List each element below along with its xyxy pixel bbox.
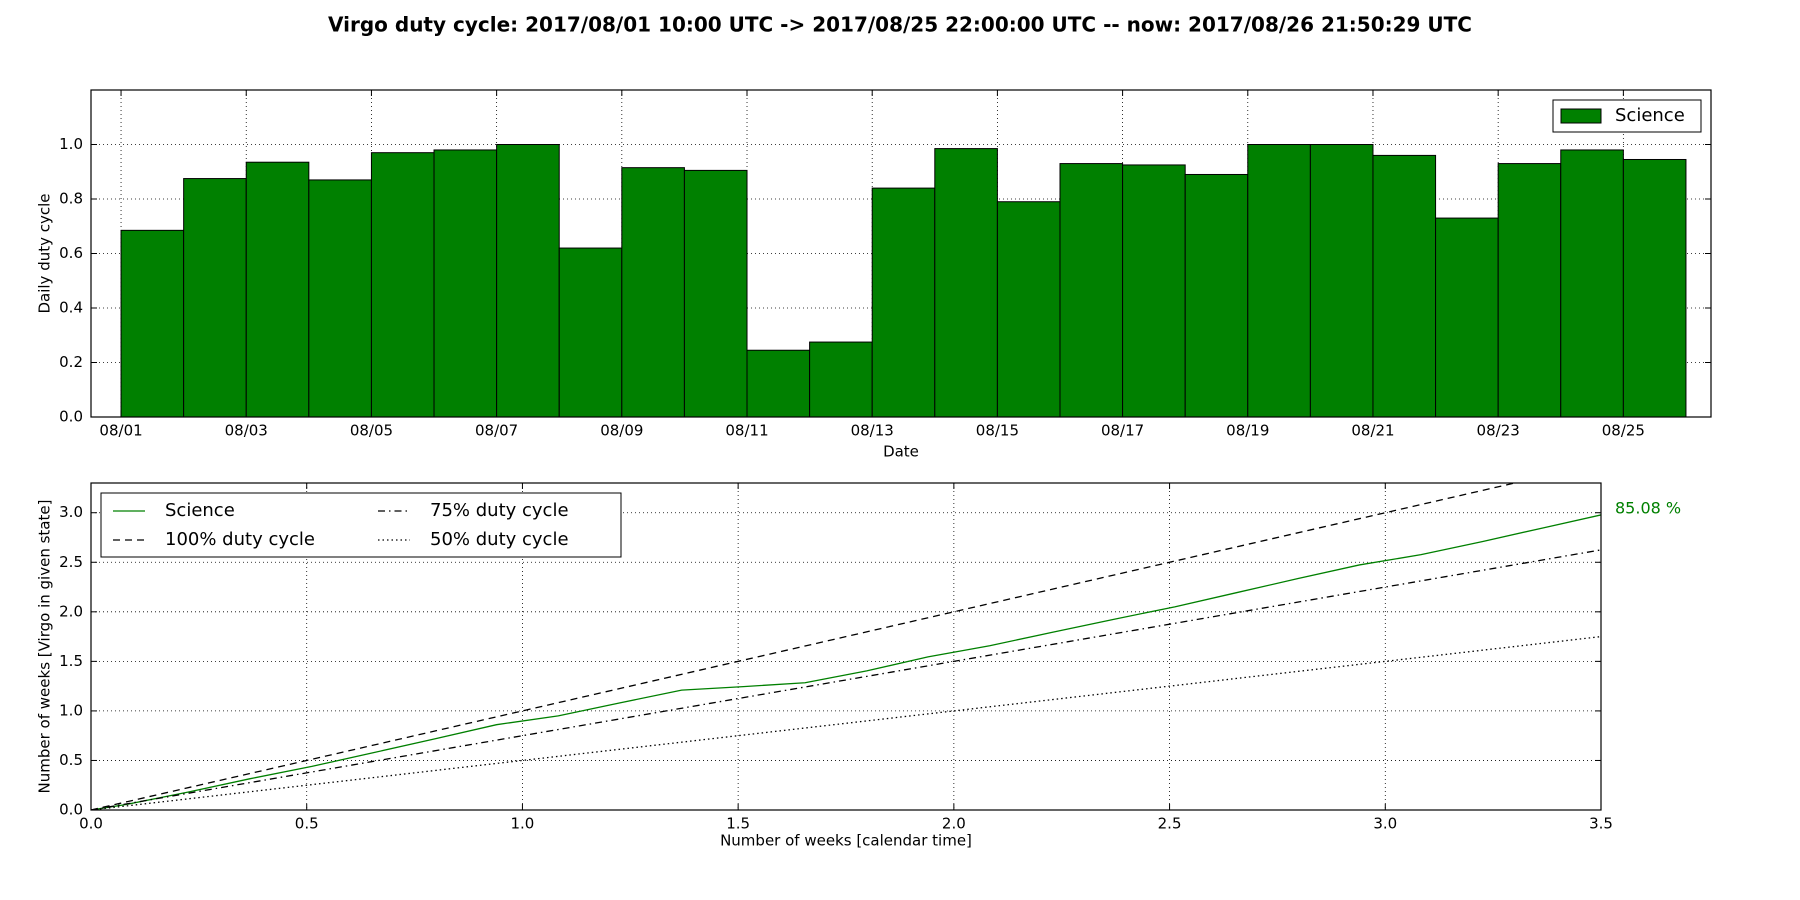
bar xyxy=(683,169,748,418)
y-tick-label: 1.5 xyxy=(59,652,83,670)
bar xyxy=(183,178,247,418)
bar xyxy=(871,187,936,418)
x-tick-label: 3.5 xyxy=(1589,815,1613,833)
bar xyxy=(496,144,560,418)
x-tick-label: 08/15 xyxy=(976,422,1019,440)
x-tick-label: 3.0 xyxy=(1373,815,1397,833)
x-tick-label: 0.5 xyxy=(295,815,319,833)
x-axis-label: Date xyxy=(883,443,919,461)
bar xyxy=(558,247,623,418)
x-tick-label: 08/13 xyxy=(851,422,894,440)
series-line xyxy=(91,514,1601,810)
figure-title: Virgo duty cycle: 2017/08/01 10:00 UTC -… xyxy=(328,13,1472,37)
legend-label: Science xyxy=(165,500,235,521)
bar xyxy=(1309,144,1374,418)
y-tick-label: 0.0 xyxy=(59,408,83,426)
series-line xyxy=(91,635,1601,810)
y-tick-label: 1.0 xyxy=(59,135,83,153)
bar xyxy=(1184,173,1249,418)
plot-frame xyxy=(90,89,1712,418)
y-tick-label: 2.0 xyxy=(59,602,83,620)
y-tick-label: 2.5 xyxy=(59,553,83,571)
x-tick-label: 08/11 xyxy=(725,422,768,440)
bar xyxy=(621,167,685,418)
x-tick-label: 2.0 xyxy=(942,815,966,833)
y-tick-label: 0.0 xyxy=(59,801,83,819)
bar xyxy=(308,179,372,418)
series-line xyxy=(91,483,1518,810)
bar xyxy=(1497,163,1562,418)
x-tick-label: 08/23 xyxy=(1477,422,1520,440)
bar xyxy=(120,229,185,418)
bar xyxy=(1372,154,1437,418)
y-tick-label: 1.0 xyxy=(59,701,83,719)
x-tick-label: 08/01 xyxy=(99,422,142,440)
x-tick-label: 08/25 xyxy=(1602,422,1645,440)
x-tick-label: 1.5 xyxy=(726,815,750,833)
y-axis-label: Daily duty cycle xyxy=(36,193,54,313)
bar xyxy=(245,161,310,418)
y-tick-label: 0.5 xyxy=(59,751,83,769)
x-tick-label: 08/05 xyxy=(350,422,393,440)
x-tick-label: 08/21 xyxy=(1351,422,1394,440)
y-axis-label: Number of weeks [Virgo in given state] xyxy=(36,500,54,794)
legend-label: 75% duty cycle xyxy=(430,500,569,521)
legend-label: 100% duty cycle xyxy=(165,529,315,550)
x-tick-label: 08/19 xyxy=(1226,422,1269,440)
bar xyxy=(370,152,435,418)
legend-box xyxy=(100,492,622,558)
bar xyxy=(1122,164,1186,418)
annotation: 85.08 % xyxy=(1615,498,1681,517)
bar xyxy=(746,349,811,418)
x-tick-label: 2.5 xyxy=(1158,815,1182,833)
series-line xyxy=(91,549,1601,810)
bar xyxy=(934,148,998,418)
y-tick-label: 3.0 xyxy=(59,503,83,521)
bar xyxy=(1247,144,1311,418)
y-tick-label: 0.2 xyxy=(59,353,83,371)
plot-area xyxy=(91,483,1601,810)
x-tick-label: 08/09 xyxy=(600,422,643,440)
x-tick-label: 0.0 xyxy=(79,815,103,833)
bar xyxy=(1622,158,1687,418)
legend-label: 50% duty cycle xyxy=(430,529,569,550)
y-tick-label: 0.6 xyxy=(59,244,83,262)
bar xyxy=(1435,217,1499,418)
bar xyxy=(1059,163,1124,418)
legend-label: Science xyxy=(1615,105,1685,126)
bar xyxy=(433,149,498,418)
x-axis-label: Number of weeks [calendar time] xyxy=(720,832,972,850)
bar xyxy=(996,201,1061,418)
bar xyxy=(1560,149,1624,418)
plot-frame xyxy=(90,482,1602,811)
x-tick-label: 08/03 xyxy=(225,422,268,440)
legend-swatch xyxy=(1560,108,1602,124)
bar xyxy=(809,341,873,418)
x-tick-label: 08/17 xyxy=(1101,422,1144,440)
y-tick-label: 0.8 xyxy=(59,190,83,208)
x-tick-label: 08/07 xyxy=(475,422,518,440)
x-tick-label: 1.0 xyxy=(510,815,534,833)
y-tick-label: 0.4 xyxy=(59,299,83,317)
